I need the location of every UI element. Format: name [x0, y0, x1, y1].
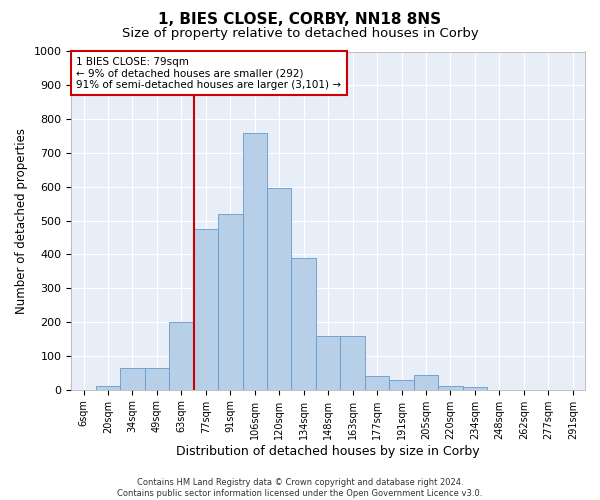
- Bar: [218, 214, 242, 390]
- Bar: [292, 258, 316, 390]
- Text: Contains HM Land Registry data © Crown copyright and database right 2024.
Contai: Contains HM Land Registry data © Crown c…: [118, 478, 482, 498]
- Bar: [438, 386, 463, 390]
- Bar: [316, 336, 340, 390]
- Bar: [463, 387, 487, 390]
- Bar: [194, 229, 218, 390]
- Text: 1 BIES CLOSE: 79sqm
← 9% of detached houses are smaller (292)
91% of semi-detach: 1 BIES CLOSE: 79sqm ← 9% of detached hou…: [76, 56, 341, 90]
- Text: 1, BIES CLOSE, CORBY, NN18 8NS: 1, BIES CLOSE, CORBY, NN18 8NS: [158, 12, 442, 28]
- Bar: [145, 368, 169, 390]
- Bar: [96, 386, 120, 390]
- Y-axis label: Number of detached properties: Number of detached properties: [15, 128, 28, 314]
- Text: Size of property relative to detached houses in Corby: Size of property relative to detached ho…: [122, 28, 478, 40]
- Bar: [267, 188, 292, 390]
- Bar: [120, 368, 145, 390]
- Bar: [389, 380, 414, 390]
- Bar: [242, 132, 267, 390]
- Bar: [340, 336, 365, 390]
- Bar: [169, 322, 194, 390]
- Bar: [414, 375, 438, 390]
- X-axis label: Distribution of detached houses by size in Corby: Distribution of detached houses by size …: [176, 444, 480, 458]
- Bar: [365, 376, 389, 390]
